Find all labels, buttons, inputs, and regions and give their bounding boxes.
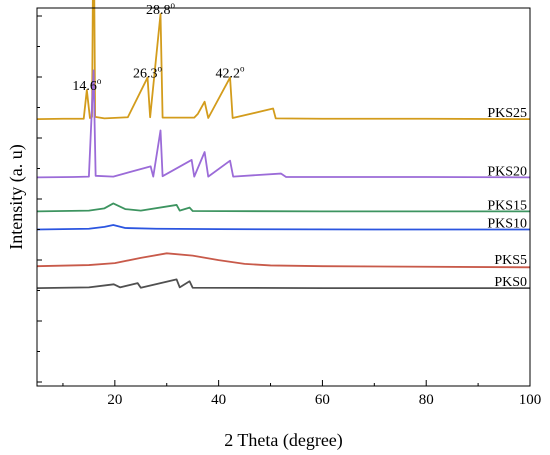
series-label-pks15: PKS15 bbox=[487, 198, 527, 213]
series-line-pks15 bbox=[36, 202, 530, 213]
series-label-pks20: PKS20 bbox=[487, 164, 527, 179]
series-label-pks10: PKS10 bbox=[487, 217, 527, 232]
labels-layer: PKS25PKS20PKS15PKS10PKS5PKS015.9o14.6o26… bbox=[72, 0, 527, 290]
series-line-pks0 bbox=[36, 278, 530, 289]
series-line-pks5 bbox=[36, 252, 531, 269]
plot-frame bbox=[36, 7, 531, 387]
x-tick-label-100: 100 bbox=[519, 392, 542, 408]
series-line-pks20 bbox=[36, 69, 531, 179]
x-tick-label-20: 20 bbox=[107, 392, 122, 408]
axes-layer bbox=[36, 7, 531, 387]
peak-annotation-14-6: 14.6o bbox=[72, 76, 102, 94]
series-layer bbox=[36, 0, 531, 289]
series-label-pks0: PKS0 bbox=[494, 275, 527, 290]
series-label-pks25: PKS25 bbox=[487, 106, 527, 121]
x-tick-label-40: 40 bbox=[211, 392, 226, 408]
peak-annotation-42-2: 42.2o bbox=[216, 64, 246, 82]
peak-annotation-28-8: 28.8o bbox=[146, 0, 176, 18]
series-line-pks25 bbox=[36, 0, 531, 121]
peak-annotation-26-3: 26.3o bbox=[133, 64, 163, 82]
series-label-pks5: PKS5 bbox=[494, 253, 527, 268]
ticks-layer: 20 40 60 80 100 bbox=[37, 15, 542, 408]
x-tick-label-80: 80 bbox=[419, 392, 434, 408]
x-axis-title: 2 Theta (degree) bbox=[224, 430, 343, 451]
x-tick-label-60: 60 bbox=[315, 392, 330, 408]
y-axis-title: Intensity (a. u) bbox=[6, 144, 27, 249]
series-line-pks10 bbox=[36, 224, 530, 231]
